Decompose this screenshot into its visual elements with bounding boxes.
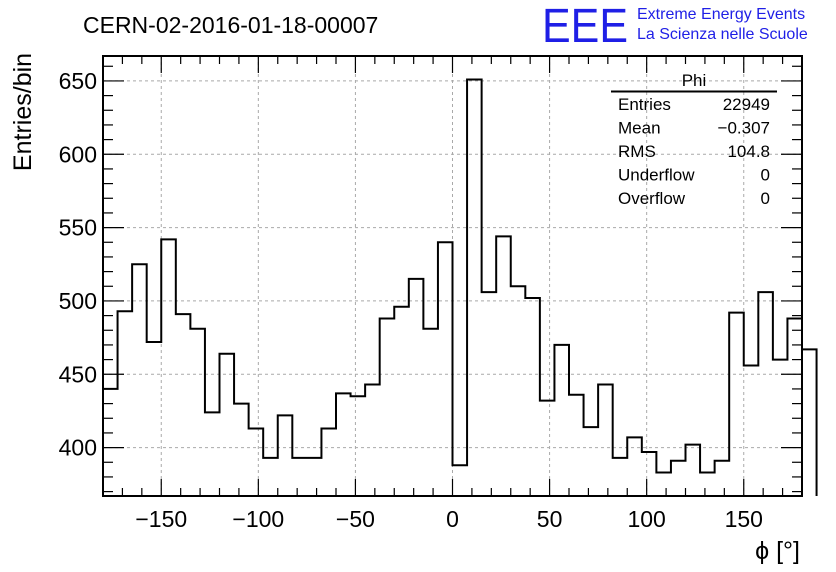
histogram-bin [263, 458, 278, 496]
histogram-bin [802, 349, 817, 496]
y-tick-label: 600 [59, 141, 97, 167]
stats-row-label: Mean [618, 119, 661, 138]
histogram-bin [758, 292, 773, 496]
stats-row-label: RMS [618, 142, 656, 161]
x-tick-label: 0 [446, 506, 459, 532]
histogram-bin [365, 385, 380, 496]
histogram-bin [598, 385, 613, 496]
histogram-bin [161, 239, 176, 496]
histogram-bin [307, 458, 322, 496]
histogram-bin [103, 389, 118, 496]
histogram-bin [627, 437, 642, 496]
axis-ticks [102, 56, 803, 496]
histogram-bin [569, 395, 584, 496]
stats-row-label: Underflow [618, 166, 695, 185]
stats-row-value: −0.307 [718, 119, 770, 138]
histogram-bin [234, 404, 249, 496]
histogram-bin [292, 458, 307, 496]
histogram-bin [351, 396, 366, 496]
histogram-bin [540, 401, 555, 496]
histogram-bin [525, 298, 540, 496]
histogram-bin [147, 342, 162, 496]
histogram-bin [496, 236, 511, 496]
histogram-bin [482, 292, 497, 496]
histogram-bin [409, 279, 424, 496]
y-tick-label: 500 [59, 288, 97, 314]
histogram-bin [773, 360, 788, 496]
histogram-bin [205, 412, 220, 496]
stats-row-value: 0 [761, 189, 770, 208]
stats-row-value: 104.8 [727, 142, 770, 161]
histogram-bin [336, 393, 351, 496]
x-tick-label: 150 [725, 506, 763, 532]
histogram-outline [102, 78, 818, 496]
stats-row-value: 0 [761, 166, 770, 185]
histogram-bin [511, 286, 526, 496]
histogram-bin [394, 307, 409, 496]
histogram-bin [118, 311, 133, 496]
histogram-bin [744, 365, 759, 496]
histogram-bin [700, 473, 715, 496]
y-tick-label: 650 [59, 68, 97, 94]
histogram-bin [453, 465, 468, 496]
histogram-bin [642, 452, 657, 496]
histogram-bin [613, 458, 628, 496]
x-tick-label: −100 [232, 506, 284, 532]
histogram-bin [380, 319, 395, 496]
eee-logo: EEE Extreme Energy Events La Scienza nel… [542, 0, 808, 53]
x-tick-label: −150 [135, 506, 187, 532]
y-axis-label: Entries/bin [9, 53, 37, 171]
y-tick-label: 400 [59, 435, 97, 461]
histogram-bin [249, 429, 264, 496]
histogram-bin [656, 473, 671, 496]
x-tick-label: 100 [627, 506, 665, 532]
histogram-bin [715, 461, 730, 496]
histogram-bin [729, 313, 744, 496]
histogram-bin [423, 329, 438, 496]
histogram [102, 78, 818, 496]
histogram-bin [671, 461, 686, 496]
y-tick-label: 550 [59, 215, 97, 241]
histogram-bin [132, 264, 147, 496]
histogram-bin [686, 445, 701, 496]
eee-logo-mark: EEE [542, 0, 628, 53]
logo-line-2: La Scienza nelle Scuole [637, 26, 808, 43]
y-tick-label: 450 [59, 361, 97, 387]
tick-labels: −150 −100 −50 0 50 100 150 400 450 500 550 600 650 [59, 68, 763, 532]
stats-box: Phi Entries 22949 Mean −0.307 RMS 104.8 Underf… [611, 71, 777, 208]
stats-row-value: 22949 [723, 95, 770, 114]
x-tick-label: −50 [336, 506, 375, 532]
histogram-bin [584, 427, 599, 496]
chart-title: CERN-02-2016-01-18-00007 [83, 12, 378, 38]
stats-row-label: Entries [618, 95, 671, 114]
stats-box-rows: Entries 22949 Mean −0.307 RMS 104.8 Underflow 0… [618, 95, 770, 208]
stats-row-label: Overflow [618, 189, 686, 208]
histogram-bin [554, 345, 569, 496]
histogram-bin [278, 415, 293, 496]
histogram-bin [438, 242, 453, 496]
histogram-bin [220, 354, 235, 496]
histogram-bin [321, 429, 336, 496]
histogram-bin [190, 329, 205, 496]
histogram-bin [467, 79, 482, 496]
histogram-bin [176, 314, 191, 496]
stats-box-title: Phi [682, 71, 707, 90]
x-axis-label: ϕ [°] [755, 537, 800, 565]
logo-line-1: Extreme Energy Events [637, 6, 805, 23]
x-tick-label: 50 [537, 506, 563, 532]
